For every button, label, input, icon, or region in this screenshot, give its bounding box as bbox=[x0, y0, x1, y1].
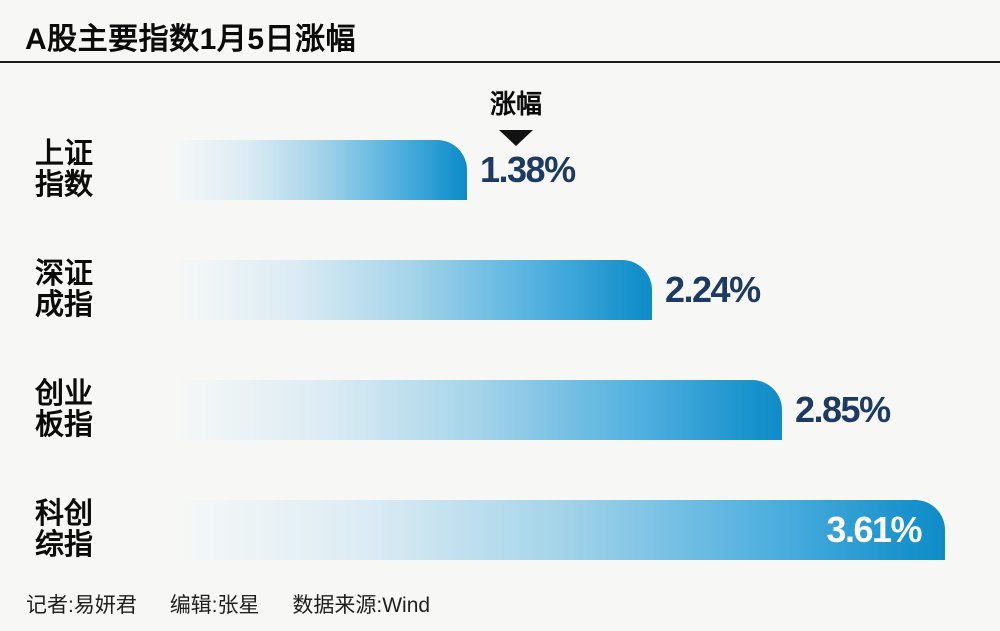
value-label: 2.85% bbox=[795, 389, 891, 430]
value-label: 2.24% bbox=[665, 269, 761, 310]
category-label-line: 深证 bbox=[35, 258, 94, 290]
category-label-line: 创业 bbox=[35, 378, 94, 410]
category-label-line: 成指 bbox=[35, 289, 94, 321]
value-label: 1.38% bbox=[480, 149, 576, 190]
category-label: 上证 指数 bbox=[35, 138, 165, 201]
category-label-line: 指数 bbox=[35, 169, 94, 201]
title-divider bbox=[0, 61, 1000, 63]
bar-创业板指 bbox=[172, 380, 782, 440]
category-label-line: 科创 bbox=[35, 498, 94, 530]
footer-credits: 记者:易妍君 编辑:张星 数据来源:Wind bbox=[26, 589, 430, 619]
bar-上证指数 bbox=[172, 140, 467, 200]
category-label: 创业 板指 bbox=[35, 378, 165, 441]
bar-深证成指 bbox=[172, 260, 652, 320]
category-label-line: 板指 bbox=[35, 409, 94, 441]
category-label: 科创 综指 bbox=[35, 498, 165, 561]
pointer-label: 涨幅 bbox=[489, 89, 542, 119]
bar-科创综指: 3.61% bbox=[172, 500, 945, 560]
credit-data-source: 数据来源:Wind bbox=[292, 594, 431, 617]
category-label-line: 综指 bbox=[35, 529, 94, 561]
arrow-down-icon bbox=[499, 130, 533, 146]
category-label: 深证 成指 bbox=[35, 258, 165, 321]
page-title: A股主要指数1月5日涨幅 bbox=[25, 23, 357, 56]
value-pointer: 涨幅 bbox=[456, 84, 576, 146]
credit-editor: 编辑:张星 bbox=[169, 594, 260, 617]
value-label: 3.61% bbox=[826, 509, 922, 550]
credit-reporter: 记者:易妍君 bbox=[26, 594, 137, 617]
category-label-line: 上证 bbox=[35, 138, 94, 170]
